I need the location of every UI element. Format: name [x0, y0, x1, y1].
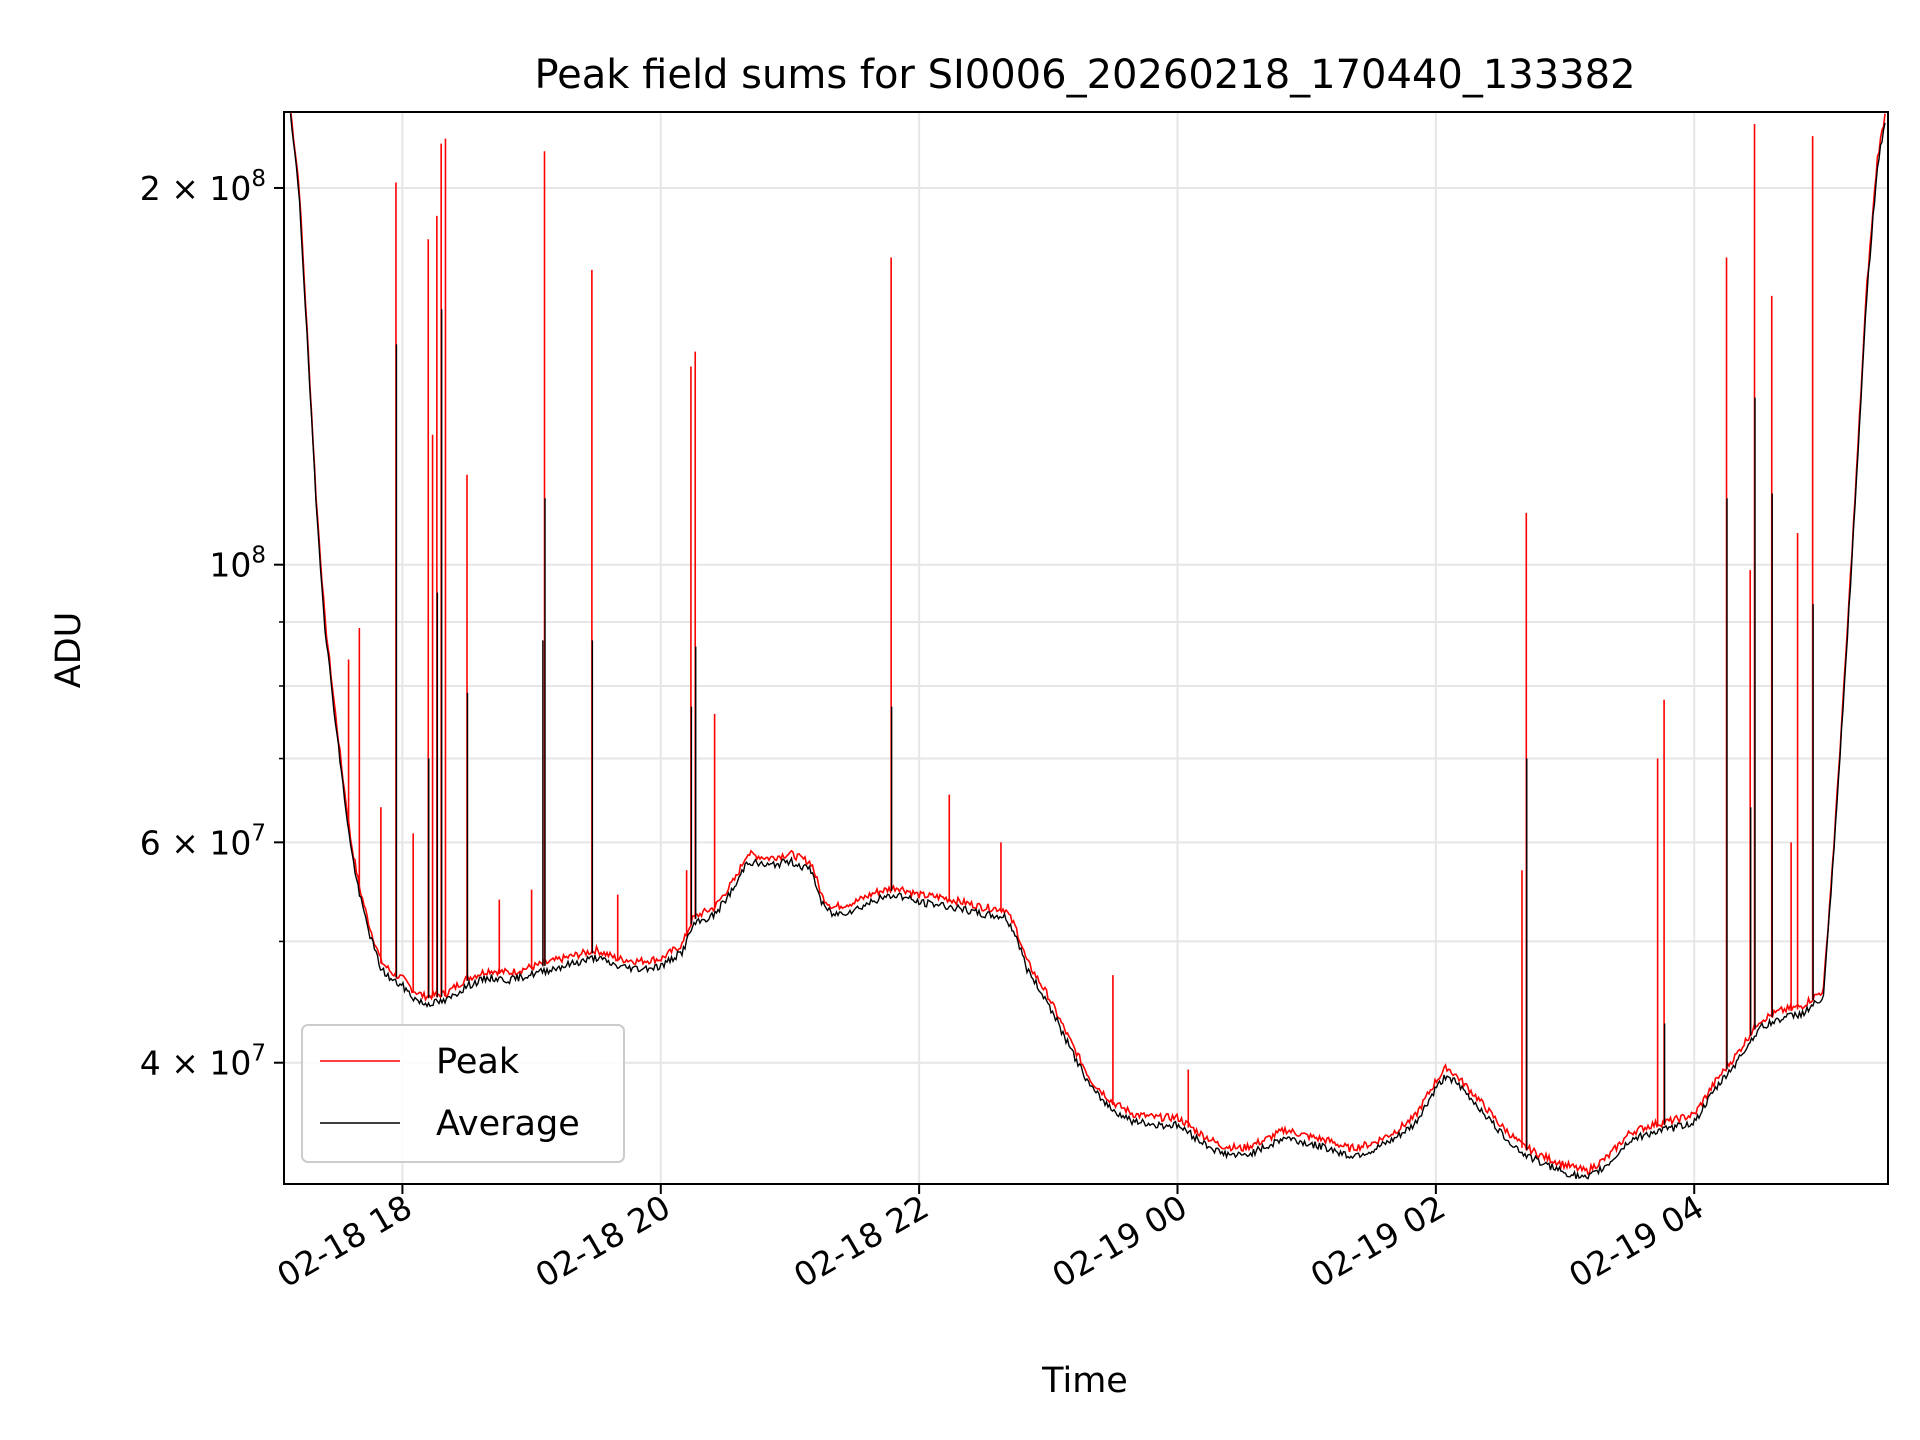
y-tick-label: 4 × 107: [140, 1041, 266, 1083]
peak-series-line: [289, 112, 1886, 1176]
plot-area: [283, 111, 1889, 1185]
average-series-line: [289, 113, 1886, 1180]
legend-peak-label: Peak: [436, 1042, 520, 1082]
legend: Peak Average: [301, 1024, 625, 1163]
y-axis: 108 4 × 107 6 × 107 2 × 108: [140, 166, 284, 1083]
y-tick-label: 2 × 108: [140, 166, 266, 208]
plot-frame: [283, 111, 1889, 1185]
legend-average-label: Average: [436, 1104, 580, 1144]
y-tick-label: 6 × 107: [140, 820, 266, 862]
y-tick-label: 108: [209, 543, 266, 585]
x-axis: 02-18 18 02-18 20 02-18 22 02-19 00 02-19 02…: [270, 1184, 1710, 1295]
legend-box: [301, 1024, 625, 1163]
grid: [284, 112, 1888, 1184]
x-tick-label: 02-18 22: [787, 1187, 935, 1295]
x-tick-label: 02-19 04: [1562, 1187, 1710, 1295]
x-tick-label: 02-18 20: [529, 1187, 677, 1295]
x-tick-label: 02-18 18: [270, 1187, 418, 1295]
x-tick-label: 02-19 00: [1046, 1187, 1194, 1295]
y-axis-label: ADU: [49, 612, 89, 689]
chart-title: Peak field sums for SI0006_20260218_1704…: [534, 52, 1635, 98]
x-axis-label: Time: [1041, 1361, 1128, 1401]
x-tick-label: 02-19 02: [1304, 1187, 1452, 1295]
